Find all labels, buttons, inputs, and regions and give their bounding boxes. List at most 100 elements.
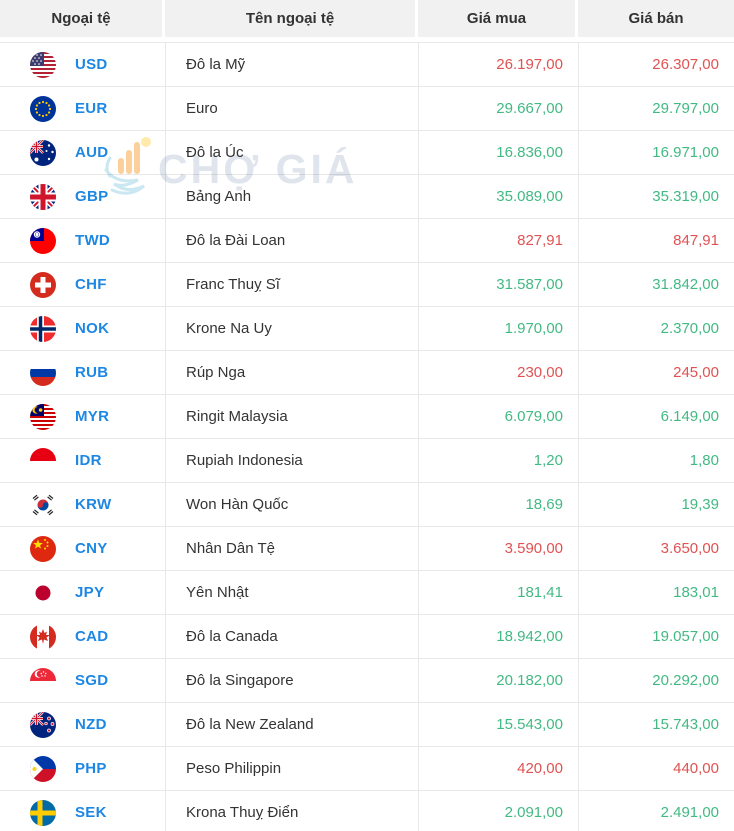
currency-code[interactable]: USD xyxy=(75,56,108,73)
flag-aud-icon xyxy=(30,139,56,166)
table-row: KRW Won Hàn Quốc 18,69 19,39 xyxy=(0,483,734,527)
currency-code[interactable]: SEK xyxy=(75,804,107,821)
buy-price: 15.543,00 xyxy=(418,703,578,746)
currency-name: Rúp Nga xyxy=(165,351,418,394)
flag-cad-icon xyxy=(30,623,56,650)
currency-code[interactable]: RUB xyxy=(75,364,109,381)
buy-price: 420,00 xyxy=(418,747,578,790)
table-row: CHF Franc Thuỵ Sĩ 31.587,00 31.842,00 xyxy=(0,263,734,307)
currency-cell: IDR xyxy=(0,439,165,482)
currency-code[interactable]: MYR xyxy=(75,408,110,425)
buy-price: 181,41 xyxy=(418,571,578,614)
buy-price: 18,69 xyxy=(418,483,578,526)
sell-price: 183,01 xyxy=(578,571,734,614)
currency-name: Franc Thuỵ Sĩ xyxy=(165,263,418,306)
currency-name: Won Hàn Quốc xyxy=(165,483,418,526)
currency-code[interactable]: GBP xyxy=(75,188,109,205)
currency-name: Đô la Úc xyxy=(165,131,418,174)
buy-price: 6.079,00 xyxy=(418,395,578,438)
flag-usd-icon xyxy=(30,51,56,78)
table-row: PHP Peso Philippin 420,00 440,00 xyxy=(0,747,734,791)
currency-code[interactable]: AUD xyxy=(75,144,109,161)
currency-name: Đô la Singapore xyxy=(165,659,418,702)
sell-price: 847,91 xyxy=(578,219,734,262)
table-row: TWD Đô la Đài Loan 827,91 847,91 xyxy=(0,219,734,263)
currency-code[interactable]: EUR xyxy=(75,100,108,117)
buy-price: 1.970,00 xyxy=(418,307,578,350)
table-row: NZD Đô la New Zealand 15.543,00 15.743,0… xyxy=(0,703,734,747)
currency-name: Euro xyxy=(165,87,418,130)
currency-code[interactable]: CAD xyxy=(75,628,109,645)
currency-name: Yên Nhật xyxy=(165,571,418,614)
sell-price: 440,00 xyxy=(578,747,734,790)
flag-nzd-icon xyxy=(30,711,56,738)
currency-name: Đô la Canada xyxy=(165,615,418,658)
buy-price: 35.089,00 xyxy=(418,175,578,218)
sell-price: 6.149,00 xyxy=(578,395,734,438)
column-header-buy-price: Giá mua xyxy=(418,0,575,37)
currency-cell: USD xyxy=(0,43,165,86)
table-row: MYR Ringit Malaysia 6.079,00 6.149,00 xyxy=(0,395,734,439)
currency-code[interactable]: IDR xyxy=(75,452,102,469)
currency-cell: SEK xyxy=(0,791,165,831)
currency-name: Đô la New Zealand xyxy=(165,703,418,746)
buy-price: 26.197,00 xyxy=(418,43,578,86)
buy-price: 230,00 xyxy=(418,351,578,394)
currency-cell: EUR xyxy=(0,87,165,130)
currency-cell: JPY xyxy=(0,571,165,614)
flag-php-icon xyxy=(30,755,56,782)
table-row: EUR Euro 29.667,00 29.797,00 xyxy=(0,87,734,131)
sell-price: 3.650,00 xyxy=(578,527,734,570)
table-row: AUD Đô la Úc 16.836,00 16.971,00 xyxy=(0,131,734,175)
flag-eur-icon xyxy=(30,95,56,122)
table-row: CAD Đô la Canada 18.942,00 19.057,00 xyxy=(0,615,734,659)
currency-cell: NOK xyxy=(0,307,165,350)
column-header-sell-price: Giá bán xyxy=(578,0,734,37)
table-header: Ngoại tệ Tên ngoại tệ Giá mua Giá bán xyxy=(0,0,734,37)
flag-rub-icon xyxy=(30,359,56,386)
currency-code[interactable]: TWD xyxy=(75,232,111,249)
currency-name: Bảng Anh xyxy=(165,175,418,218)
column-header-currency-name: Tên ngoại tệ xyxy=(165,0,415,37)
currency-name: Đô la Mỹ xyxy=(165,43,418,86)
buy-price: 2.091,00 xyxy=(418,791,578,831)
currency-code[interactable]: NOK xyxy=(75,320,110,337)
flag-krw-icon xyxy=(30,491,56,518)
table-row: CNY Nhân Dân Tệ 3.590,00 3.650,00 xyxy=(0,527,734,571)
buy-price: 827,91 xyxy=(418,219,578,262)
currency-code[interactable]: PHP xyxy=(75,760,107,777)
currency-cell: NZD xyxy=(0,703,165,746)
sell-price: 245,00 xyxy=(578,351,734,394)
currency-name: Krona Thuỵ Điển xyxy=(165,791,418,831)
flag-cny-icon xyxy=(30,535,56,562)
sell-price: 26.307,00 xyxy=(578,43,734,86)
currency-cell: CHF xyxy=(0,263,165,306)
buy-price: 20.182,00 xyxy=(418,659,578,702)
currency-code[interactable]: CHF xyxy=(75,276,107,293)
sell-price: 19,39 xyxy=(578,483,734,526)
currency-code[interactable]: CNY xyxy=(75,540,108,557)
currency-name: Ringit Malaysia xyxy=(165,395,418,438)
flag-chf-icon xyxy=(30,271,56,298)
currency-name: Peso Philippin xyxy=(165,747,418,790)
table-row: IDR Rupiah Indonesia 1,20 1,80 xyxy=(0,439,734,483)
currency-code[interactable]: JPY xyxy=(75,584,105,601)
column-header-currency: Ngoại tệ xyxy=(0,0,162,37)
sell-price: 16.971,00 xyxy=(578,131,734,174)
currency-cell: RUB xyxy=(0,351,165,394)
flag-twd-icon xyxy=(30,227,56,254)
sell-price: 15.743,00 xyxy=(578,703,734,746)
buy-price: 18.942,00 xyxy=(418,615,578,658)
flag-gbp-icon xyxy=(30,183,56,210)
sell-price: 31.842,00 xyxy=(578,263,734,306)
table-row: JPY Yên Nhật 181,41 183,01 xyxy=(0,571,734,615)
flag-jpy-icon xyxy=(30,579,56,606)
currency-cell: SGD xyxy=(0,659,165,702)
currency-code[interactable]: SGD xyxy=(75,672,109,689)
buy-price: 31.587,00 xyxy=(418,263,578,306)
currency-code[interactable]: KRW xyxy=(75,496,112,513)
currency-code[interactable]: NZD xyxy=(75,716,107,733)
table-row: SGD Đô la Singapore 20.182,00 20.292,00 xyxy=(0,659,734,703)
sell-price: 20.292,00 xyxy=(578,659,734,702)
